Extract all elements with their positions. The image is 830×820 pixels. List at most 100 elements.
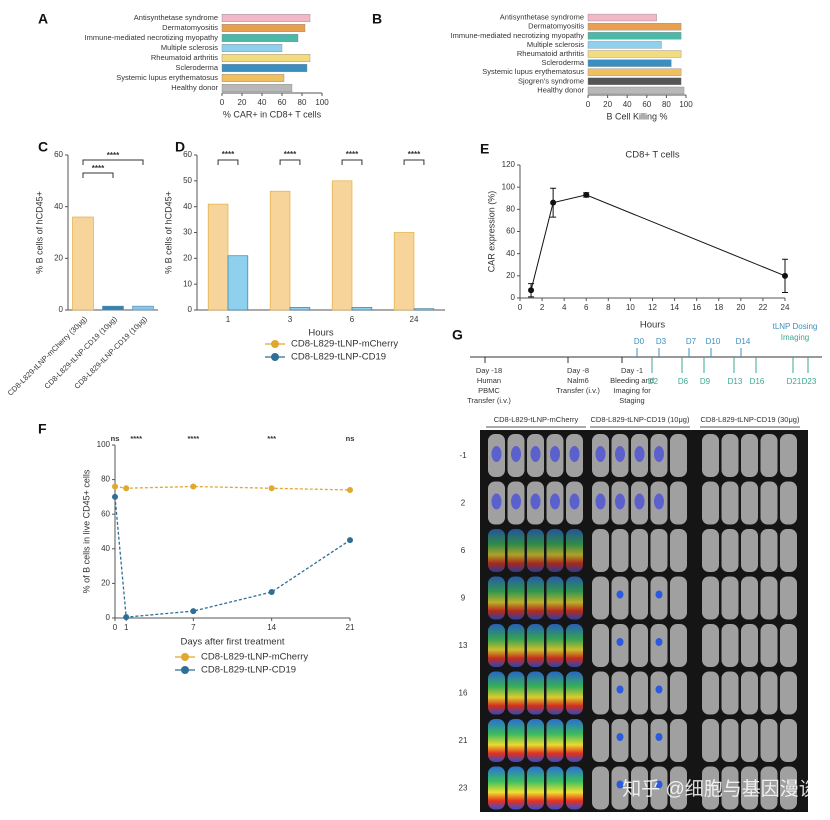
mouse-image — [702, 576, 719, 620]
panel-letter: E — [480, 141, 489, 157]
legend-label: CD8-L829-tLNP-CD19 — [201, 665, 296, 676]
x-tick-label: 1 — [124, 623, 129, 632]
category-label: Antisynthetase syndrome — [134, 13, 218, 22]
row-label: 6 — [461, 546, 466, 555]
mouse-image — [780, 434, 797, 477]
chart-title: CD8+ T cells — [625, 150, 680, 161]
legend-label: CD8-L829-tLNP-CD19 — [291, 352, 386, 363]
mouse-image — [670, 671, 687, 715]
mouse-image — [527, 719, 544, 762]
bar — [587, 68, 682, 76]
category-label: Scleroderma — [541, 58, 584, 67]
point — [347, 486, 353, 493]
signal-spot — [655, 685, 663, 694]
y-axis-label: % B cells of hCD45+ — [34, 191, 44, 274]
bar — [221, 54, 311, 63]
mouse-image — [741, 624, 758, 667]
bar — [221, 44, 283, 53]
significance-label: **** — [284, 150, 297, 159]
point — [112, 493, 118, 500]
mouse-image — [721, 719, 739, 762]
x-tick-label: 100 — [315, 98, 329, 107]
signal-spot — [550, 493, 560, 510]
y-tick-label: 20 — [506, 271, 515, 280]
x-tick-label: 20 — [238, 98, 247, 107]
mouse-image — [507, 671, 525, 715]
x-tick-label: 0 — [518, 303, 523, 312]
point — [550, 199, 557, 206]
row-label: -1 — [459, 451, 467, 460]
bar — [102, 305, 124, 311]
category-label: Multiple sclerosis — [527, 40, 584, 49]
significance-label: **** — [187, 434, 199, 443]
point — [123, 485, 130, 492]
row-label: 9 — [461, 594, 466, 603]
event-label: Transfer (i.v.) — [467, 396, 511, 405]
x-tick-label: 20 — [736, 303, 745, 312]
x-tick-label: 40 — [623, 100, 632, 109]
bar — [413, 308, 435, 311]
mouse-image — [670, 576, 687, 620]
panel-letter: F — [38, 421, 47, 437]
group-label: CD8-L829-tLNP-CD19 (10μg) — [591, 415, 690, 424]
significance-label: ns — [111, 434, 120, 443]
legend-label: CD8-L829-tLNP-mCherry — [201, 652, 308, 663]
row-label: 13 — [459, 641, 468, 650]
x-tick-label: 80 — [298, 98, 307, 107]
signal-spot — [595, 446, 606, 462]
x-tick-label: 22 — [758, 303, 767, 312]
signal-spot — [569, 446, 580, 462]
panel-letter: B — [372, 11, 382, 27]
mouse-image — [670, 624, 687, 667]
significance-bracket — [82, 159, 144, 165]
mouse-image — [546, 529, 564, 572]
x-tick-label: 40 — [258, 98, 267, 107]
mouse-image — [670, 529, 687, 572]
x-axis-label: Hours — [640, 320, 666, 331]
x-tick-label: 80 — [662, 100, 671, 109]
bar — [221, 24, 306, 33]
mouse-image — [566, 576, 583, 620]
y-axis-label: CAR expression (%) — [486, 191, 496, 273]
mouse-image — [780, 671, 797, 715]
x-tick-label: 100 — [679, 100, 693, 109]
signal-spot — [615, 446, 625, 462]
mouse-image — [546, 576, 564, 620]
signal-spot — [491, 446, 502, 462]
mouse-image — [702, 434, 719, 477]
bar — [221, 34, 299, 43]
mouse-image — [741, 671, 758, 715]
significance-label: **** — [130, 434, 142, 443]
mouse-image — [721, 434, 739, 477]
category-label: Immune-mediated necrotizing myopathy — [85, 33, 219, 42]
category-label: Healthy donor — [537, 85, 584, 94]
imaging-label: D6 — [678, 377, 689, 386]
significance-bracket — [82, 172, 114, 178]
mouse-image — [507, 624, 525, 667]
imaging-label: D16 — [750, 377, 765, 386]
mouse-image — [760, 624, 778, 667]
mouse-image — [546, 671, 564, 715]
bar — [331, 180, 353, 311]
mouse-image — [546, 719, 564, 762]
y-tick-label: 40 — [101, 544, 110, 553]
category-label: Rheumatoid arthritis — [517, 49, 584, 58]
event-label: Imaging for — [613, 386, 651, 395]
point — [268, 589, 275, 596]
event-label: Nalm6 — [567, 376, 589, 385]
bar — [221, 63, 308, 72]
significance-label: **** — [92, 164, 105, 173]
dosing-label: D7 — [686, 337, 697, 346]
event-label: Day -1 — [621, 366, 643, 375]
mouse-image — [546, 624, 564, 667]
x-tick-label: 0 — [113, 623, 118, 632]
x-tick-label: 18 — [714, 303, 723, 312]
signal-spot — [634, 446, 645, 462]
event-label: Human — [477, 376, 501, 385]
mouse-image — [507, 576, 525, 620]
bar — [221, 73, 285, 82]
category-label: Systemic lupus erythematosus — [482, 67, 584, 76]
mouse-image — [592, 529, 609, 572]
signal-spot — [491, 493, 502, 510]
mouse-image — [670, 481, 687, 525]
